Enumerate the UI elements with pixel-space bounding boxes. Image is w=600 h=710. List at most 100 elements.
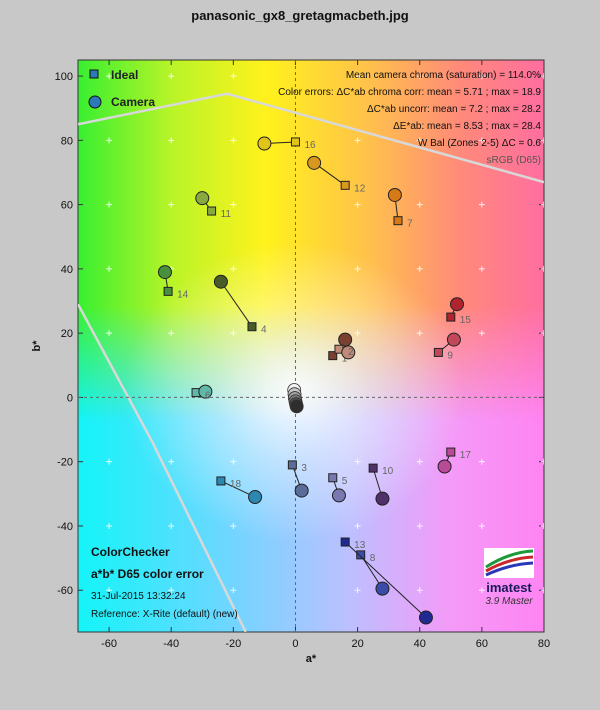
patch-5-ideal bbox=[328, 473, 338, 483]
grid-cross bbox=[106, 137, 113, 144]
stats-line: Mean camera chroma (saturation) = 114.0% bbox=[346, 70, 541, 81]
patch-8-camera bbox=[375, 581, 390, 596]
grid-cross bbox=[541, 587, 544, 594]
info-name: ColorChecker bbox=[91, 545, 170, 559]
patch-15-ideal bbox=[446, 312, 456, 322]
x-tick-label: 20 bbox=[351, 638, 363, 650]
x-tick-label: -20 bbox=[225, 638, 241, 650]
x-tick-label: -40 bbox=[163, 638, 179, 650]
grid-cross bbox=[416, 73, 423, 80]
x-tick-label: 60 bbox=[476, 638, 488, 650]
patch-2-camera bbox=[341, 345, 356, 360]
patch-7-camera bbox=[387, 187, 402, 202]
grid-cross bbox=[230, 201, 237, 208]
patch-1-camera bbox=[338, 332, 353, 347]
logo-swoosh-green bbox=[485, 549, 534, 569]
patch-13-label: 13 bbox=[354, 540, 366, 551]
patch-18-camera bbox=[248, 490, 263, 505]
patch-17-label: 17 bbox=[460, 450, 472, 461]
grid-cross bbox=[541, 265, 544, 272]
stats-line: ΔE*ab: mean = 8.53 ; max = 28.4 bbox=[393, 121, 541, 132]
x-axis-label: a* bbox=[306, 653, 317, 665]
logo-swoosh-blue bbox=[485, 561, 534, 577]
grid-cross bbox=[354, 522, 361, 529]
legend-camera-label: Camera bbox=[111, 95, 155, 109]
patch-13-error-line bbox=[344, 541, 427, 618]
stats-line: ΔC*ab uncorr: mean = 7.2 ; max = 28.2 bbox=[367, 104, 541, 115]
chart-title: panasonic_gx8_gretagmacbeth.jpg bbox=[191, 8, 409, 23]
patch-9-camera bbox=[446, 332, 461, 347]
patch-18-ideal bbox=[216, 476, 226, 486]
grid-cross bbox=[106, 201, 113, 208]
patch-14-camera bbox=[157, 265, 172, 280]
grid-cross bbox=[416, 137, 423, 144]
stats-block: Mean camera chroma (saturation) = 114.0%… bbox=[278, 70, 541, 166]
patch-18-label: 18 bbox=[230, 479, 242, 490]
grid-cross bbox=[168, 137, 175, 144]
patch-3-label: 3 bbox=[301, 463, 307, 474]
logo-wordmark: imatest bbox=[486, 580, 532, 595]
grid-cross bbox=[106, 265, 113, 272]
patch-6-label: 6 bbox=[205, 391, 211, 402]
grid-cross bbox=[168, 201, 175, 208]
patch-10-label: 10 bbox=[382, 466, 394, 477]
gamut-outline bbox=[78, 92, 544, 632]
y-tick-label: 0 bbox=[67, 392, 73, 404]
grid-cross bbox=[106, 73, 113, 80]
patch-16-camera bbox=[257, 136, 272, 151]
grid-cross bbox=[230, 73, 237, 80]
grid-cross bbox=[354, 265, 361, 272]
patch-3-ideal bbox=[287, 460, 297, 470]
stats-line: Color errors: ΔC*ab chroma corr: mean = … bbox=[278, 87, 541, 98]
stats-line: W Bal (Zones 2-5) ΔC = 0.6 bbox=[418, 138, 542, 149]
grid-cross bbox=[541, 201, 544, 208]
info-subtitle: a*b* D65 color error bbox=[91, 567, 204, 581]
patch-4-label: 4 bbox=[261, 325, 267, 336]
x-tick-label: 0 bbox=[292, 638, 298, 650]
grid-cross bbox=[230, 330, 237, 337]
imatest-logo: imatest 3.9 Master bbox=[484, 548, 534, 607]
grid-cross bbox=[168, 458, 175, 465]
patch-13-camera bbox=[418, 610, 433, 625]
y-tick-label: 80 bbox=[61, 135, 73, 147]
grid-cross bbox=[168, 522, 175, 529]
grid-cross bbox=[478, 458, 485, 465]
grid-cross bbox=[230, 137, 237, 144]
grid-cross bbox=[354, 458, 361, 465]
grid-cross bbox=[478, 587, 485, 594]
x-tick-label: 40 bbox=[414, 638, 426, 650]
version-label: 3.9 Master bbox=[485, 596, 533, 607]
patch-8-label: 8 bbox=[370, 553, 376, 564]
y-tick-label: -40 bbox=[57, 521, 73, 533]
patch-9-ideal bbox=[433, 347, 443, 357]
grid-cross bbox=[416, 522, 423, 529]
grid-cross bbox=[106, 330, 113, 337]
grid-cross bbox=[478, 137, 485, 144]
stats-line: sRGB (D65) bbox=[487, 155, 541, 166]
patch-1-ideal bbox=[328, 351, 338, 361]
grid-cross bbox=[416, 458, 423, 465]
grid-cross bbox=[416, 330, 423, 337]
patch-9-label: 9 bbox=[447, 350, 453, 361]
patch-5-camera bbox=[331, 488, 346, 503]
grid-cross bbox=[230, 458, 237, 465]
patch-4-ideal bbox=[247, 322, 257, 332]
grid-cross bbox=[168, 587, 175, 594]
patch-15-camera bbox=[450, 297, 465, 312]
patch-6-camera bbox=[198, 384, 213, 399]
grid-cross bbox=[354, 587, 361, 594]
patch-17-camera bbox=[437, 459, 452, 474]
patch-15-label: 15 bbox=[460, 315, 472, 326]
patch-16-label: 16 bbox=[304, 140, 316, 151]
patch-16-ideal bbox=[290, 137, 300, 147]
y-tick-label: -20 bbox=[57, 457, 73, 469]
neutral-markers bbox=[287, 383, 304, 414]
x-tick-label: 80 bbox=[538, 638, 550, 650]
grid-cross bbox=[168, 73, 175, 80]
neutral-patch-6 bbox=[289, 399, 304, 414]
patch-2-label: 2 bbox=[348, 347, 354, 358]
y-tick-label: -60 bbox=[57, 585, 73, 597]
grid-cross bbox=[541, 330, 544, 337]
